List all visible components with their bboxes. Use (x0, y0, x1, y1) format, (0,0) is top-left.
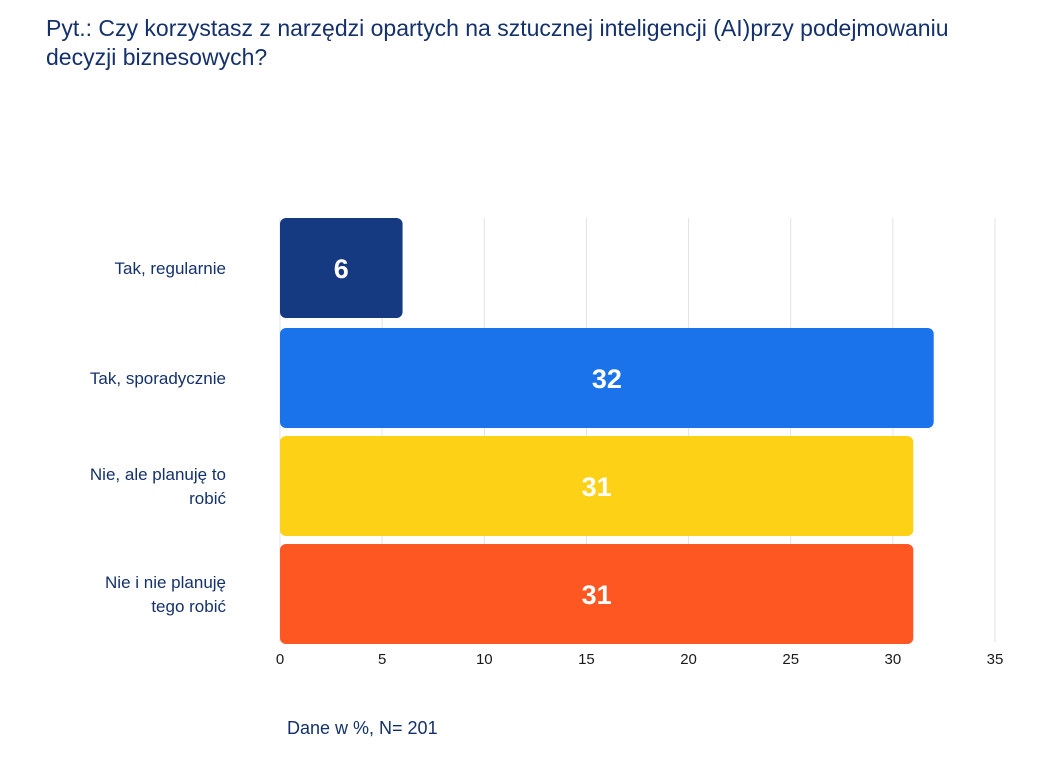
chart-title: Pyt.: Czy korzystasz z narzędzi opartych… (46, 15, 949, 70)
category-label-line: robić (189, 489, 226, 508)
x-axis-tick-labels: 0 5 10 15 20 25 30 35 (276, 651, 1004, 668)
x-tick-label: 15 (578, 651, 595, 668)
x-tick-label: 25 (782, 651, 799, 668)
footnote: Dane w %, N= 201 (287, 718, 438, 738)
category-label-line: tego robić (151, 597, 226, 616)
x-tick-label: 30 (885, 651, 902, 668)
category-label-line: Tak, regularnie (114, 259, 226, 278)
bar-value-label: 6 (334, 254, 349, 284)
x-tick-label: 5 (378, 651, 386, 668)
bar-value-label: 32 (592, 364, 622, 394)
x-tick-label: 35 (987, 651, 1004, 668)
x-tick-label: 0 (276, 651, 284, 668)
category-label: Nie i nie planuję tego robić (105, 573, 226, 616)
bar (280, 436, 914, 536)
category-label: Nie, ale planuję to robić (90, 465, 227, 508)
category-label-line: Nie i nie planuję (105, 573, 226, 592)
category-labels: Tak, regularnie Tak, sporadycznie Nie, ale… (90, 259, 227, 616)
x-tick-label: 10 (476, 651, 493, 668)
category-label: Tak, regularnie (114, 259, 226, 278)
bar (280, 328, 934, 428)
category-label-line: Nie, ale planuję to (90, 465, 226, 484)
value-labels: 6 32 31 31 (334, 254, 622, 610)
bar (280, 544, 914, 644)
bars (280, 218, 934, 644)
category-label-line: Tak, sporadycznie (90, 369, 226, 388)
bar-value-label: 31 (582, 472, 612, 502)
bar-value-label: 31 (582, 580, 612, 610)
bar (280, 218, 403, 318)
category-label: Tak, sporadycznie (90, 369, 226, 388)
x-tick-label: 20 (680, 651, 697, 668)
